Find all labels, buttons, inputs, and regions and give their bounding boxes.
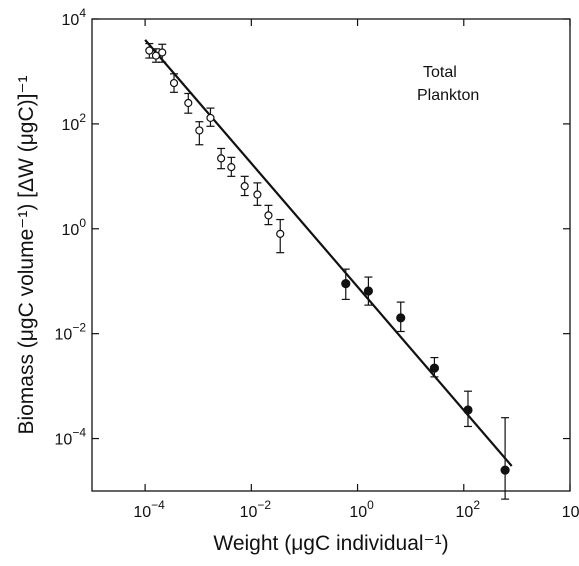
fit-line [144, 39, 513, 467]
y-tick-label: 102 [62, 111, 87, 134]
data-point-open [184, 98, 193, 108]
annotation-line-2: Plankton [417, 87, 479, 104]
data-point-filled [341, 279, 351, 289]
data-point-open [264, 211, 273, 220]
x-tick-label: 10−2 [240, 498, 272, 521]
x-tick-label: 104 [562, 498, 579, 521]
data-point-open [158, 48, 167, 57]
data-point-open [145, 46, 154, 55]
data-point-filled [429, 363, 440, 373]
marks-layer [145, 42, 510, 500]
y-tick-label: 104 [62, 6, 87, 29]
fit-layer [144, 39, 513, 467]
x-tick-label: 102 [456, 498, 481, 521]
data-point-filled [396, 313, 406, 323]
data-point-open [195, 126, 204, 135]
y-tick-label: 10−4 [55, 426, 87, 449]
data-point-open [206, 113, 215, 123]
x-axis-label: Weight (μgC individual⁻¹) [213, 532, 448, 555]
data-point-filled [363, 286, 373, 296]
data-point-open [169, 78, 179, 88]
data-point-open [151, 51, 161, 60]
y-axis-label: Biomass (μgC volume⁻¹) [ΔW (μgC)]⁻¹ [15, 75, 38, 434]
data-point-filled [463, 405, 473, 415]
data-point-open [276, 229, 285, 238]
y-tick-label: 10−2 [55, 321, 87, 344]
y-tick-label: 100 [62, 216, 87, 239]
data-point-open [227, 162, 236, 172]
data-point-open [217, 154, 226, 163]
plot-frame [91, 18, 571, 492]
annotation-line-1: Total [423, 64, 457, 81]
ticks-layer: 10−4 10−2 100 102 104 10−4 10−2 100 102 104 [55, 6, 579, 521]
data-point-filled [500, 465, 510, 475]
data-point-open [253, 190, 262, 199]
data-point-open [240, 182, 249, 191]
x-tick-label: 10−4 [133, 498, 165, 521]
x-tick-label: 100 [349, 498, 374, 521]
